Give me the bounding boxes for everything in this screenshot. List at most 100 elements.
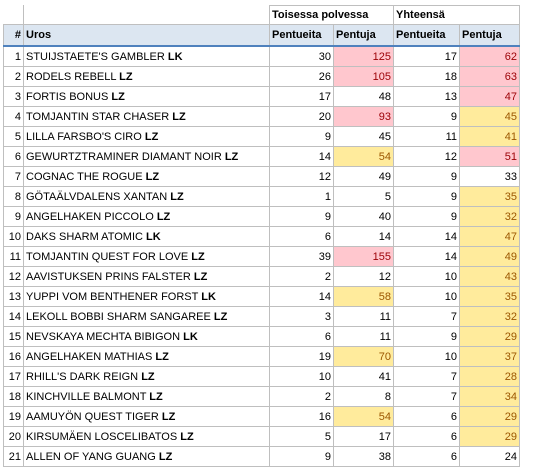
- litters-second-gen: 12: [269, 166, 334, 187]
- sire-name: KINCHVILLE BALMONT: [26, 390, 147, 403]
- row-index: 11: [3, 246, 24, 267]
- sire-name: TOMJANTIN QUEST FOR LOVE: [26, 250, 189, 263]
- puppies-second-gen: 54: [333, 146, 394, 167]
- sire-name: GEWURTZTRAMINER DIAMANT NOIR: [26, 150, 222, 163]
- table-row: 17 RHILL'S DARK REIGN LZ 10 41 7 28: [3, 366, 520, 387]
- table-row: 9 ANGELHAKEN PICCOLO LZ 9 40 9 32: [3, 206, 520, 227]
- sire-name: ALLEN OF YANG GUANG: [26, 450, 156, 463]
- row-index: 8: [3, 186, 24, 207]
- litters-second-gen: 5: [269, 426, 334, 447]
- col-header-litters-total: Pentueita: [393, 24, 460, 47]
- litters-total: 17: [393, 45, 460, 67]
- sire-name-cell: NEVSKAYA MECHTA BIBIGON LK: [23, 326, 270, 347]
- litters-second-gen: 30: [269, 45, 334, 67]
- puppies-total: 35: [459, 286, 520, 307]
- sire-name: AAMUYÖN QUEST TIGER: [26, 410, 159, 423]
- sire-name-cell: LILLA FARSBO'S CIRO LZ: [23, 126, 270, 147]
- corner-blank: [3, 5, 24, 25]
- puppies-total: 29: [459, 406, 520, 427]
- sire-name-cell: ALLEN OF YANG GUANG LZ: [23, 446, 270, 467]
- row-index: 13: [3, 286, 24, 307]
- sire-name: ANGELHAKEN MATHIAS: [26, 350, 153, 363]
- name-group-blank: [23, 5, 270, 25]
- litters-total: 10: [393, 266, 460, 287]
- puppies-second-gen: 48: [333, 86, 394, 107]
- sire-name: GÖTAÄLVDALENS XANTAN: [26, 190, 168, 203]
- row-index: 10: [3, 226, 24, 247]
- table-row: 1 STUIJSTAETE'S GAMBLER LK 30 125 17 62: [3, 45, 520, 67]
- row-index: 7: [3, 166, 24, 187]
- sire-name-cell: KIRSUMÄEN LOSCELIBATOS LZ: [23, 426, 270, 447]
- sire-region-tag: LZ: [170, 190, 184, 203]
- puppies-total: 34: [459, 386, 520, 407]
- sire-region-tag: LZ: [191, 250, 205, 263]
- row-index: 16: [3, 346, 24, 367]
- puppies-second-gen: 14: [333, 226, 394, 247]
- sire-name-cell: GÖTAÄLVDALENS XANTAN LZ: [23, 186, 270, 207]
- litters-total: 14: [393, 226, 460, 247]
- litters-second-gen: 14: [269, 146, 334, 167]
- litters-total: 9: [393, 166, 460, 187]
- puppies-second-gen: 70: [333, 346, 394, 367]
- sire-region-tag: LZ: [172, 110, 186, 123]
- row-index: 19: [3, 406, 24, 427]
- puppies-second-gen: 38: [333, 446, 394, 467]
- table-row: 3 FORTIS BONUS LZ 17 48 13 47: [3, 86, 520, 107]
- table-row: 12 AAVISTUKSEN PRINS FALSTER LZ 2 12 10 43: [3, 266, 520, 287]
- table-row: 4 TOMJANTIN STAR CHASER LZ 20 93 9 45: [3, 106, 520, 127]
- sire-name: ANGELHAKEN PICCOLO: [26, 210, 154, 223]
- litters-second-gen: 2: [269, 386, 334, 407]
- sire-name-cell: YUPPI VOM BENTHENER FORST LK: [23, 286, 270, 307]
- col-header-puppies-total: Pentuja: [459, 24, 520, 47]
- litters-total: 14: [393, 246, 460, 267]
- sire-region-tag: LZ: [119, 70, 133, 83]
- sire-region-tag: LZ: [224, 150, 239, 163]
- litters-second-gen: 9: [269, 446, 334, 467]
- sires-table: Toisessa polvessa Yhteensä # Uros Pentue…: [3, 5, 520, 467]
- sire-name-cell: LEKOLL BOBBI SHARM SANGAREE LZ: [23, 306, 270, 327]
- litters-second-gen: 6: [269, 226, 334, 247]
- sire-name: STUIJSTAETE'S GAMBLER: [26, 50, 165, 63]
- litters-second-gen: 6: [269, 326, 334, 347]
- puppies-total: 29: [459, 426, 520, 447]
- puppies-second-gen: 8: [333, 386, 394, 407]
- sire-name-cell: GEWURTZTRAMINER DIAMANT NOIR LZ: [23, 146, 270, 167]
- puppies-total: 33: [459, 166, 520, 187]
- sire-name-cell: ANGELHAKEN MATHIAS LZ: [23, 346, 270, 367]
- puppies-second-gen: 93: [333, 106, 394, 127]
- puppies-total: 47: [459, 226, 520, 247]
- row-index: 21: [3, 446, 24, 467]
- litters-total: 9: [393, 326, 460, 347]
- sire-region-tag: LZ: [141, 370, 155, 383]
- group-header-second-generation: Toisessa polvessa: [269, 5, 394, 25]
- column-header-row: # Uros Pentueita Pentuja Pentueita Pentu…: [3, 24, 520, 47]
- litters-total: 7: [393, 386, 460, 407]
- sire-region-tag: LZ: [155, 350, 169, 363]
- sire-region-tag: LZ: [158, 450, 173, 463]
- sire-region-tag: LZ: [111, 90, 125, 103]
- row-index: 17: [3, 366, 24, 387]
- sire-name-cell: TOMJANTIN STAR CHASER LZ: [23, 106, 270, 127]
- litters-total: 9: [393, 186, 460, 207]
- sire-name: KIRSUMÄEN LOSCELIBATOS: [26, 430, 178, 443]
- sire-region-tag: LK: [201, 290, 216, 303]
- puppies-total: 51: [459, 146, 520, 167]
- table-row: 15 NEVSKAYA MECHTA BIBIGON LK 6 11 9 29: [3, 326, 520, 347]
- litters-second-gen: 9: [269, 126, 334, 147]
- litters-second-gen: 2: [269, 266, 334, 287]
- litters-second-gen: 9: [269, 206, 334, 227]
- table-row: 7 COGNAC THE ROGUE LZ 12 49 9 33: [3, 166, 520, 187]
- puppies-second-gen: 40: [333, 206, 394, 227]
- sire-region-tag: LZ: [144, 130, 159, 143]
- litters-total: 13: [393, 86, 460, 107]
- sire-name-cell: COGNAC THE ROGUE LZ: [23, 166, 270, 187]
- sire-name-cell: FORTIS BONUS LZ: [23, 86, 270, 107]
- table-row: 18 KINCHVILLE BALMONT LZ 2 8 7 34: [3, 386, 520, 407]
- sire-name-cell: RHILL'S DARK REIGN LZ: [23, 366, 270, 387]
- col-header-puppies-second: Pentuja: [333, 24, 394, 47]
- table-row: 20 KIRSUMÄEN LOSCELIBATOS LZ 5 17 6 29: [3, 426, 520, 447]
- row-index: 6: [3, 146, 24, 167]
- litters-total: 12: [393, 146, 460, 167]
- table-row: 8 GÖTAÄLVDALENS XANTAN LZ 1 5 9 35: [3, 186, 520, 207]
- table-body: 1 STUIJSTAETE'S GAMBLER LK 30 125 17 62 2 RODEL…: [3, 45, 520, 467]
